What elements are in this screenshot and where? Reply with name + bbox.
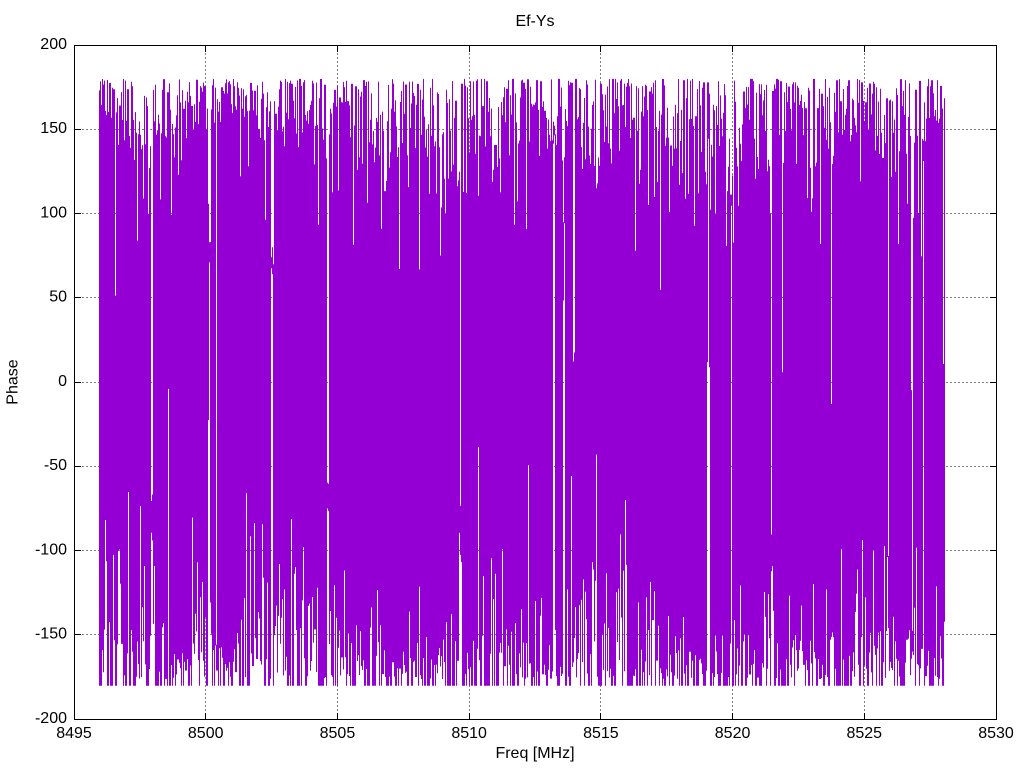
svg-text:Phase: Phase <box>5 359 22 404</box>
svg-text:8510: 8510 <box>451 725 487 742</box>
svg-text:200: 200 <box>40 36 67 53</box>
svg-text:Ef-Ys: Ef-Ys <box>515 13 554 30</box>
svg-text:8500: 8500 <box>188 725 224 742</box>
svg-text:-200: -200 <box>35 710 67 727</box>
svg-text:-100: -100 <box>35 541 67 558</box>
svg-text:8525: 8525 <box>846 725 882 742</box>
svg-text:8505: 8505 <box>320 725 356 742</box>
svg-text:8515: 8515 <box>583 725 619 742</box>
svg-text:-50: -50 <box>44 457 67 474</box>
svg-text:0: 0 <box>58 373 67 390</box>
svg-text:-150: -150 <box>35 626 67 643</box>
svg-text:8520: 8520 <box>715 725 751 742</box>
svg-text:50: 50 <box>49 289 67 306</box>
svg-text:8495: 8495 <box>56 725 92 742</box>
svg-text:8530: 8530 <box>978 725 1014 742</box>
svg-text:150: 150 <box>40 120 67 137</box>
svg-text:Freq [MHz]: Freq [MHz] <box>495 745 574 762</box>
svg-text:100: 100 <box>40 204 67 221</box>
